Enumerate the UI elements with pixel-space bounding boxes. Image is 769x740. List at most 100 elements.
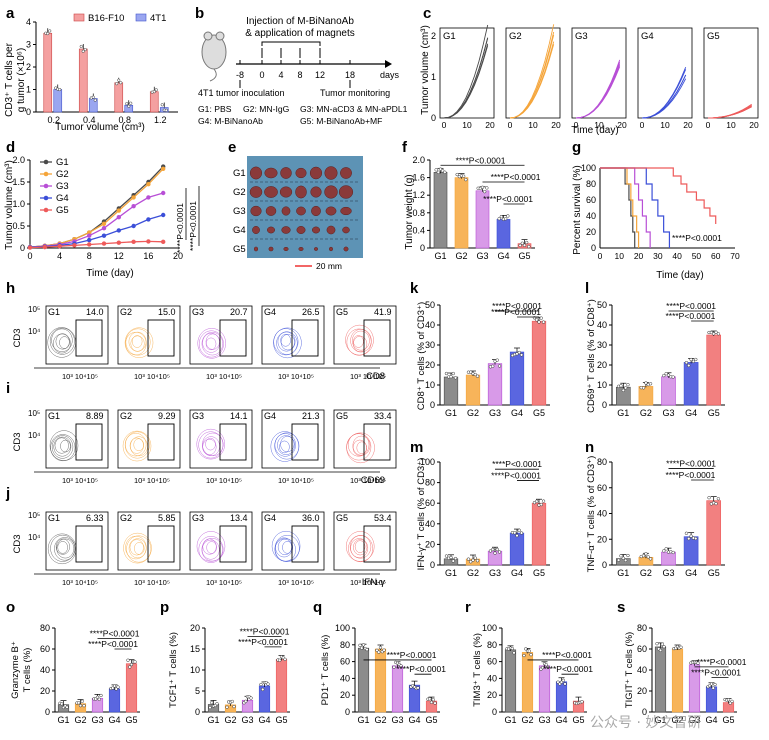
- line-G4: [29, 214, 164, 248]
- tumor: [340, 206, 352, 216]
- panel-g-stat: ****P<0.0001: [672, 233, 722, 243]
- y-tick-label: 1.5: [12, 177, 25, 187]
- bar-G1: [443, 376, 459, 406]
- x-tick-label: G4: [497, 251, 509, 261]
- y-tick-label: 0.5: [12, 221, 25, 231]
- point-G5: [72, 243, 77, 248]
- x-tick-label: G1: [617, 568, 629, 578]
- x-tick-label: 20: [634, 251, 644, 261]
- legend-marker: [43, 195, 49, 201]
- data-point: [164, 108, 168, 112]
- data-point: [671, 375, 675, 379]
- watermark: 公众号 · 妙文智研: [590, 715, 702, 731]
- data-point: [641, 554, 646, 558]
- panel-n-chart: 0 20 40 60 80 G1 G2 G3 G4 G5 ****P<0.0001 ****P<0.0…: [586, 456, 725, 578]
- bar-B16-F10: [43, 32, 53, 113]
- bar-G4: [496, 219, 511, 249]
- panel-a-chart: CD3⁺ T cells per g tumor (×10⁶) Tumor vo…: [4, 13, 178, 133]
- y-tick-label: 20: [425, 360, 435, 370]
- growth-curve-G3: [575, 61, 621, 119]
- y-tick-label: 40: [597, 320, 607, 330]
- bar-4T1: [53, 89, 63, 113]
- x-tick-label: 8: [87, 251, 92, 261]
- point-G5: [161, 239, 166, 245]
- data-point: [561, 678, 565, 682]
- legend-label: G2: [56, 169, 69, 180]
- subplot-frame: [571, 27, 627, 119]
- data-point: [58, 87, 62, 92]
- data-point: [712, 332, 716, 336]
- data-point: [714, 330, 718, 334]
- data-point: [455, 172, 459, 177]
- data-point: [524, 647, 528, 651]
- panel-g-xlabel: Time (day): [656, 270, 703, 281]
- flow-contour: [124, 327, 154, 358]
- x-tick-label: G5: [425, 715, 437, 725]
- x-tick-label: G5: [518, 251, 530, 261]
- data-point: [679, 645, 683, 649]
- tumor: [324, 185, 338, 199]
- point-G2: [101, 221, 107, 226]
- y-tick-label: 0: [602, 400, 607, 410]
- data-point: [428, 697, 432, 701]
- flow-plot-frame: [45, 305, 109, 365]
- bar-G4: [683, 536, 699, 566]
- significance-label: ****P<0.0001: [456, 155, 506, 165]
- x-tick-label: 10: [594, 120, 604, 130]
- data-point: [518, 243, 522, 248]
- significance-label: ****P<0.0001: [492, 301, 542, 311]
- flow-contour: [51, 328, 73, 352]
- x-tick-label: G4: [108, 715, 120, 725]
- x-tick-label: G3: [662, 408, 674, 418]
- data-point: [520, 241, 524, 245]
- flow-contour: [50, 434, 76, 462]
- growth-curve-G5: [707, 105, 752, 119]
- data-point: [46, 32, 50, 36]
- timeline-tick: 8: [297, 70, 302, 80]
- panel-label-i: i: [6, 380, 10, 397]
- y-tick-label: 40: [40, 665, 50, 675]
- x-tick-label: G4: [555, 715, 567, 725]
- bar-G1: [654, 646, 667, 713]
- data-point: [664, 372, 668, 376]
- point-G5: [27, 245, 33, 250]
- flow-group-label: G5: [336, 513, 348, 523]
- data-point: [160, 103, 164, 107]
- flow-contour: [124, 431, 150, 459]
- x-tick-label: G2: [374, 715, 386, 725]
- tumor: [252, 226, 260, 234]
- x-tick-label: 40: [672, 251, 682, 261]
- x-tick-label: G1: [617, 408, 629, 418]
- growth-curve-G2: [509, 44, 555, 119]
- tumor: [311, 205, 321, 217]
- bar-B16-F10: [114, 82, 124, 113]
- tumor: [296, 206, 306, 216]
- significance-label: ****P<0.0001: [240, 626, 290, 636]
- data-point: [522, 653, 526, 658]
- y-tick-label: 0: [430, 560, 435, 570]
- x-tick-label: G5: [533, 408, 545, 418]
- subplot-group-label: G2: [509, 31, 522, 42]
- y-tick-label: 2.0: [412, 155, 425, 165]
- data-point: [522, 243, 527, 247]
- data-point: [493, 551, 497, 555]
- data-point: [541, 320, 546, 324]
- panel-label-e: e: [228, 139, 236, 156]
- flow-contour: [201, 539, 220, 560]
- data-point: [361, 643, 366, 647]
- flow-x-tick: 10³ 10⁴10⁵: [278, 578, 314, 587]
- flow-contour: [352, 330, 370, 351]
- flow-contour: [198, 536, 224, 563]
- tumor: [283, 247, 289, 251]
- flow-contour: [280, 334, 295, 351]
- point-G4: [131, 223, 136, 229]
- flow-contour: [346, 432, 375, 464]
- data-point: [95, 695, 100, 699]
- bar-G4: [108, 688, 121, 713]
- data-point: [619, 554, 623, 558]
- data-point: [475, 559, 480, 563]
- flow-gate-value: 21.3: [302, 411, 320, 421]
- x-tick-label: 0.2: [47, 115, 60, 125]
- y-tick-label: 20: [340, 690, 350, 700]
- tumor: [329, 246, 333, 252]
